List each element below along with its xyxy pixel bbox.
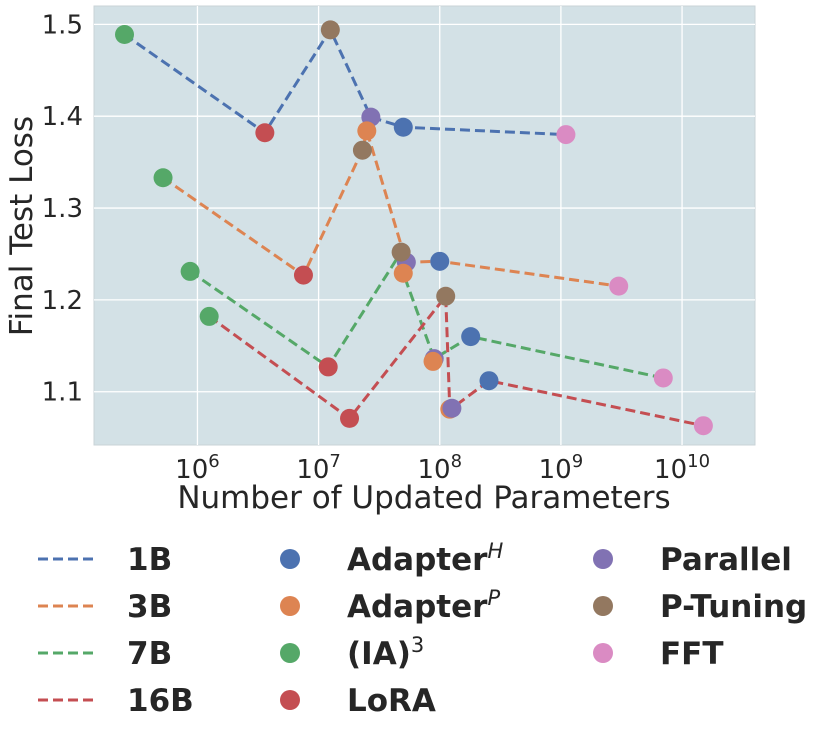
point-7B-fft: [653, 368, 673, 388]
data-points: [115, 20, 713, 436]
legend-marker-parallel: [593, 549, 613, 569]
y-tick-label: 1.4: [42, 102, 83, 132]
point-7B-ptuning: [391, 242, 411, 262]
point-3B-adapterH: [430, 251, 450, 271]
legend-marker-adapterP: [280, 596, 300, 616]
legend-marker-ptuning: [593, 596, 613, 616]
y-tick-label: 1.5: [42, 10, 83, 40]
y-tick-label: 1.3: [42, 194, 83, 224]
legend-marker-adapterH: [280, 549, 300, 569]
legend-label-1B: 1B: [127, 542, 172, 578]
plot-background: [93, 5, 756, 446]
legend-label-ia3: (IA)3: [347, 633, 424, 672]
point-1B-ptuning: [320, 20, 340, 40]
legend-label-7B: 7B: [127, 636, 172, 672]
legend-label-ptuning: P-Tuning: [660, 589, 807, 625]
x-tick-label: 1010: [654, 451, 710, 485]
x-tick-label: 109: [539, 451, 584, 485]
legend-label-adapterH: AdapterH: [347, 539, 503, 578]
point-16B-fft: [693, 416, 713, 436]
point-3B-fft: [609, 276, 629, 296]
point-1B-ia3: [115, 24, 135, 44]
point-3B-ia3: [153, 168, 173, 188]
point-16B-ptuning: [436, 286, 456, 306]
point-1B-lora: [255, 123, 275, 143]
point-16B-ia3: [199, 306, 219, 326]
legend-label-adapterP: AdapterP: [347, 586, 500, 625]
point-7B-adapterP: [393, 263, 413, 283]
point-7B-ia3: [180, 261, 200, 281]
legend-marker-ia3: [280, 643, 300, 663]
point-3B-ptuning: [352, 140, 372, 160]
point-7B-adapterH: [461, 327, 481, 347]
point-3B-adapterP: [357, 121, 377, 141]
point-7B-lora: [318, 357, 338, 377]
legend: 1B 3B 7B 16B AdapterH AdapterP (IA)3 LoRA Parall…: [38, 539, 807, 719]
point-1B-fft: [556, 125, 576, 145]
x-axis-label: Number of Updated Parameters: [177, 480, 670, 516]
legend-label-3B: 3B: [127, 589, 172, 625]
point-16B-lora: [340, 408, 360, 428]
point-adapterP: [423, 351, 443, 371]
series-line-1B: [123, 26, 566, 137]
x-tick-label: 106: [175, 451, 220, 485]
legend-marker-fft: [593, 643, 613, 663]
y-axis-label: Final Test Loss: [4, 116, 40, 336]
legend-label-fft: FFT: [660, 636, 724, 672]
y-tick-label: 1.2: [42, 286, 83, 316]
point-3B-lora: [293, 265, 313, 285]
legend-label-16B: 16B: [127, 683, 194, 719]
legend-label-lora: LoRA: [347, 683, 436, 719]
x-tick-label: 108: [417, 451, 462, 485]
y-tick-label: 1.1: [42, 378, 83, 408]
point-1B-adapterH: [393, 117, 413, 137]
axis-ticks: 106 107 108 109 1010 1.1 1.2 1.3 1.4 1.5: [42, 10, 710, 485]
x-tick-label: 107: [296, 451, 341, 485]
point-16B-parallel: [442, 398, 462, 418]
legend-label-parallel: Parallel: [660, 542, 792, 578]
point-16B-adapterH: [479, 371, 499, 391]
legend-marker-lora: [280, 690, 300, 710]
grid: [94, 6, 755, 445]
